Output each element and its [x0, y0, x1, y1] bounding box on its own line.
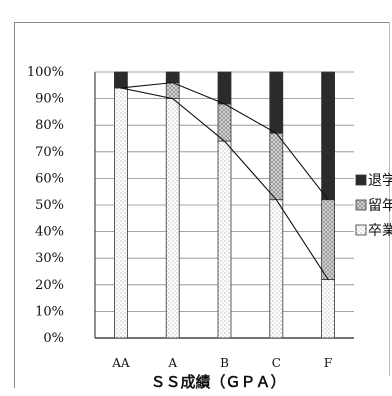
- x-axis-categories: AA A B C F: [111, 356, 332, 370]
- x-category-label: A: [167, 356, 177, 370]
- x-category-label: B: [220, 356, 229, 370]
- y-tick-label: 60%: [35, 171, 64, 186]
- y-tick-label: 100%: [27, 65, 64, 80]
- x-category-label: F: [324, 356, 332, 370]
- bar-segment: [114, 71, 128, 89]
- bar-segment: [269, 199, 284, 339]
- legend-label: 留年: [368, 198, 392, 214]
- chart-frame: [14, 22, 390, 388]
- series-boundary-line: [120, 87, 329, 280]
- y-tick-label: 80%: [35, 118, 64, 133]
- bar-segment: [217, 140, 232, 339]
- y-tick-label: 20%: [35, 278, 64, 293]
- legend-swatch: [355, 174, 367, 186]
- bar-segment: [114, 87, 128, 339]
- bar-segment: [321, 71, 336, 201]
- frame-edge: [389, 22, 390, 376]
- bar-segment: [269, 71, 284, 134]
- y-tick-label: 0%: [43, 331, 64, 346]
- bar-segment: [269, 132, 284, 201]
- bar-segment: [321, 199, 336, 280]
- x-axis-title: ＳＳ成績（ＧＰＡ）: [150, 373, 285, 391]
- bars: [114, 71, 336, 339]
- legend-label: 卒業: [368, 223, 392, 239]
- y-tick-label: 40%: [35, 225, 64, 240]
- y-tick-label: 30%: [35, 251, 64, 266]
- bar-segment: [217, 71, 232, 105]
- y-tick-label: 70%: [35, 145, 64, 160]
- y-tick-label: 50%: [35, 198, 64, 213]
- legend-label: 退学: [368, 173, 392, 189]
- bar-segment: [217, 103, 232, 142]
- legend-swatch: [355, 224, 367, 236]
- legend-swatch: [355, 199, 367, 211]
- bar-segment: [321, 279, 336, 339]
- y-tick-label: 90%: [35, 92, 64, 107]
- x-category-label: AA: [111, 356, 130, 370]
- bar-segment: [165, 98, 180, 339]
- y-axis-ticks: 0% 10% 20% 30% 40% 50% 60% 70% 80% 90% 100%: [27, 65, 64, 346]
- connector-lines: [120, 82, 329, 280]
- series-boundary-line: [120, 82, 329, 201]
- y-tick-label: 10%: [35, 304, 64, 319]
- bar-segment: [165, 71, 180, 84]
- x-category-label: C: [272, 356, 281, 370]
